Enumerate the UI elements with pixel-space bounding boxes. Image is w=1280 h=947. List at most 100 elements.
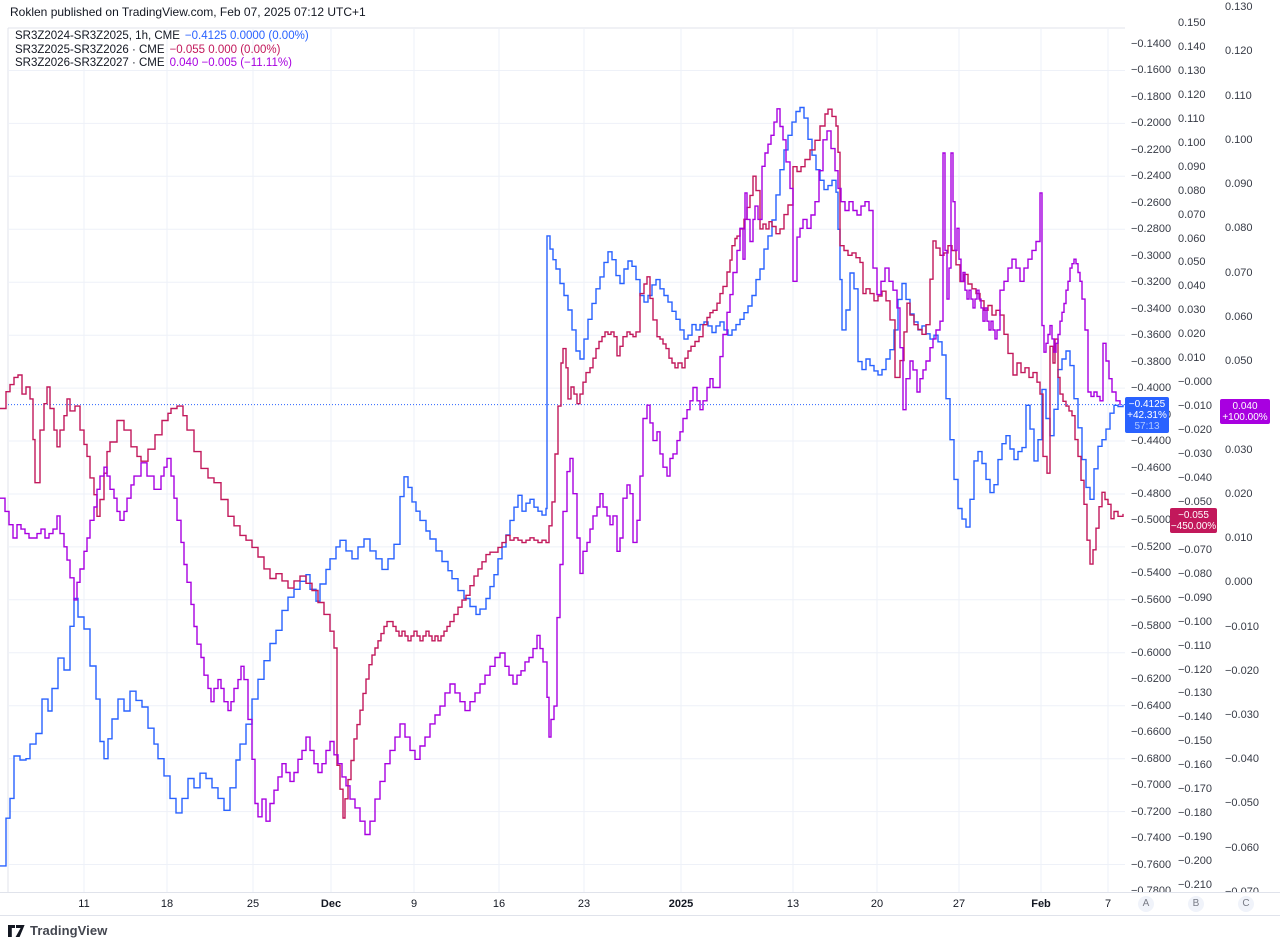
axis-B-tick: 0.020 [1178,328,1206,340]
axis-A-tick: −0.2000 [1131,117,1172,129]
time-tick-Dec: Dec [320,898,342,910]
axis-B-tick: −0.190 [1178,831,1212,843]
axis-C-tick: −0.040 [1225,753,1259,765]
tradingview-logo-icon [8,924,25,937]
time-tick-7: 7 [1104,898,1112,910]
axis-A-tick: −0.5600 [1131,594,1172,606]
axis-A-tick: −0.6200 [1131,673,1172,685]
axis-B-tick: 0.010 [1178,352,1206,364]
time-tick-16: 16 [492,898,506,910]
price-axis-panel[interactable]: −0.1400 −0.1600 −0.1800 −0.2000 −0.2200 −0.24… [1125,0,1280,898]
axis-B-tick: −0.200 [1178,855,1212,867]
legend-row-0[interactable]: SR3Z2024-SR3Z2025, 1h, CME −0.4125 0.0000… [15,30,309,44]
legend-row-2[interactable]: SR3Z2026-SR3Z2027 · CME 0.040 −0.005 (−11… [15,57,309,71]
axis-A-tick: −0.3800 [1131,356,1172,368]
axis-A-tick: −0.7400 [1131,832,1172,844]
tradingview-logo-text: TradingView [30,923,108,938]
axis-A-tick: −0.6000 [1131,647,1172,659]
series-sr3z2024-sr3z2025 [0,106,1124,867]
legend-values: −0.055 0.000 (0.00%) [169,43,281,56]
axis-B-tick: 0.110 [1178,113,1205,125]
axis-A-tick: −0.1800 [1131,91,1172,103]
axis-B-tick: −0.070 [1178,544,1212,556]
axis-C-tick: −0.030 [1225,709,1259,721]
scale-badge-A: A [1138,896,1154,912]
axis-A-tick: −0.1600 [1131,64,1172,76]
axis-A-tick: −0.2600 [1131,197,1172,209]
axis-A-tick: −0.1400 [1131,38,1172,50]
time-tick-Feb: Feb [1031,898,1051,910]
axis-C-tick: 0.090 [1225,178,1253,190]
axis-B-tick: 0.130 [1178,65,1206,77]
axis-C-tick: 0.060 [1225,311,1253,323]
axis-B-tick: 0.060 [1178,233,1206,245]
axis-A-tick: −0.6400 [1131,700,1172,712]
axis-C-tick: 0.020 [1225,488,1253,500]
axis-C-tick: 0.010 [1225,532,1253,544]
axis-B-tick: 0.090 [1178,161,1206,173]
chart-plot-area[interactable] [0,0,1280,892]
axis-A-tick: −0.2200 [1131,144,1172,156]
axis-C-tick: −0.010 [1225,621,1259,633]
axis-B-tick: −0.020 [1178,424,1212,436]
axis-C-tick: 0.070 [1225,267,1253,279]
price-label-value: 0.040 [1232,400,1258,412]
price-label-change: −450.00% [1170,520,1217,532]
price-label-change: +100.00% [1222,411,1268,423]
legend-row-1[interactable]: SR3Z2025-SR3Z2026 · CME −0.055 0.000 (0.0… [15,44,309,58]
price-label-value: −0.055 [1178,509,1209,521]
axis-A-tick: −0.4000 [1131,382,1172,394]
axis-A-tick: −0.3400 [1131,303,1172,315]
axis-B-tick: 0.100 [1178,137,1206,149]
axis-B-tick: −0.170 [1178,783,1212,795]
price-label-value: −0.4125 [1128,398,1166,410]
axis-B-tick: −0.050 [1178,496,1212,508]
axis-B-tick: 0.150 [1178,17,1206,29]
time-tick-18: 18 [160,898,174,910]
series-sr3z2026-sr3z2027 [0,108,1121,836]
axis-A-tick: −0.5800 [1131,620,1172,632]
axis-A-tick: −0.3200 [1131,276,1172,288]
publish-attribution: Roklen published on TradingView.com, Feb… [10,5,366,19]
axis-B-tick: 0.070 [1178,209,1206,221]
axis-B-tick: −0.080 [1178,568,1212,580]
axis-C-tick: 0.030 [1225,444,1253,456]
scale-badge-C: C [1238,896,1254,912]
axis-A-tick: −0.5400 [1131,567,1172,579]
time-tick-9: 9 [410,898,418,910]
axis-B-tick: −0.120 [1178,664,1212,676]
axis-C-tick: 0.080 [1225,222,1253,234]
legend-symbol: SR3Z2024-SR3Z2025, 1h, CME [15,30,180,42]
axis-A-tick: −0.2400 [1131,170,1172,182]
time-tick-2025: 2025 [668,898,694,910]
axis-B-tick: −0.110 [1178,640,1212,652]
axis-B-tick: 0.040 [1178,280,1206,292]
tradingview-attribution[interactable]: TradingView [8,923,107,938]
axis-B-tick: −0.130 [1178,687,1212,699]
axis-A-tick: −0.4600 [1131,462,1172,474]
axis-C-tick: 0.110 [1225,90,1252,102]
axis-C-tick: −0.060 [1225,842,1259,854]
axis-A-tick: −0.6600 [1131,726,1172,738]
time-tick-20: 20 [870,898,884,910]
price-label-sr3z2026-sr3z2027: 0.040 +100.00% [1220,399,1270,424]
axis-C-tick: 0.130 [1225,1,1253,13]
axis-C-tick: 0.100 [1225,134,1253,146]
axis-B-tick: −0.210 [1178,879,1212,891]
axis-A-tick: −0.6800 [1131,753,1172,765]
axis-B-tick: 0.140 [1178,41,1206,53]
time-tick-13: 13 [786,898,800,910]
axis-C-tick: 0.050 [1225,355,1253,367]
legend-values: −0.4125 0.0000 (0.00%) [184,30,309,42]
series-sr3z2025-sr3z2026 [0,108,1124,819]
axis-C-tick: −0.020 [1225,665,1259,677]
axis-A-tick: −0.7200 [1131,806,1172,818]
time-axis[interactable]: 11 18 25 Dec 9 16 23 2025 13 20 27 Feb 7 A B C [0,892,1280,916]
axis-A-tick: −0.3600 [1131,329,1172,341]
legend-symbol: SR3Z2026-SR3Z2027 · CME [15,57,165,69]
time-tick-25: 25 [246,898,260,910]
axis-C-tick: −0.050 [1225,797,1259,809]
price-label-change: +42.31% [1127,409,1167,421]
scale-badge-B: B [1188,896,1204,912]
